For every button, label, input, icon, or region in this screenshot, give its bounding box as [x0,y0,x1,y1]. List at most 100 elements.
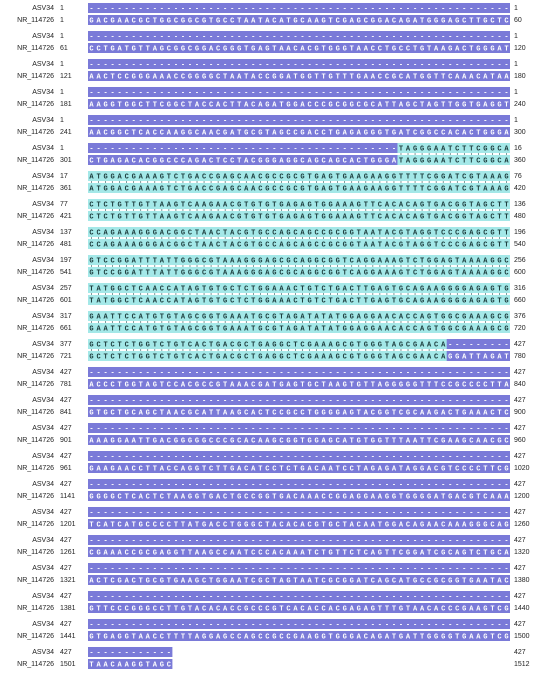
seq-end: 376 [514,313,526,320]
seq-start: 77 [60,201,68,208]
seq-start: 541 [60,269,72,276]
seq-name: NR_114726 [17,73,54,80]
seq-start: 137 [60,229,72,236]
seq-name: NR_114726 [17,381,54,388]
seq-name: NR_114726 [17,325,54,332]
seq-start: 781 [60,381,72,388]
seq-start: 121 [60,73,72,80]
seq-name: ASV34 [32,425,54,432]
sequence-aligned: GCTCTCTGGTCTGTCACTGACGCTGAGGCTCGAAAGCGTG… [89,341,508,349]
seq-end: 360 [514,157,526,164]
seq-end: 1 [514,33,518,40]
seq-name: ASV34 [32,313,54,320]
seq-end: 427 [514,509,526,516]
sequence-aligned: GCTCTCTGGTCTGTCACTGACGCTGAGGCTCGAAAGCGTG… [89,353,508,361]
seq-start: 1 [60,117,64,124]
seq-bar [88,15,510,25]
seq-start: 721 [60,353,72,360]
seq-end: 840 [514,381,526,388]
seq-start: 427 [60,537,72,544]
seq-end: 1380 [514,577,530,584]
seq-end: 427 [514,481,526,488]
seq-bar [88,71,510,81]
seq-start: 1 [60,33,64,40]
seq-end: 1 [514,89,518,96]
seq-start: 1501 [60,661,76,668]
seq-end: 1260 [514,521,530,528]
aligned-region [88,211,510,221]
seq-start: 17 [60,173,68,180]
seq-bar [88,619,510,629]
aligned-region [88,323,510,333]
seq-bar [88,575,510,585]
seq-name: ASV34 [32,5,54,12]
seq-start: 661 [60,325,72,332]
seq-start: 1141 [60,493,75,500]
seq-end: 316 [514,285,526,292]
seq-bar [88,491,510,501]
seq-start: 901 [60,437,72,444]
seq-name: ASV34 [32,621,54,628]
seq-start: 427 [60,621,72,628]
seq-end: 1440 [514,605,530,612]
seq-end: 600 [514,269,526,276]
seq-name: NR_114726 [17,493,54,500]
seq-name: NR_114726 [17,633,54,640]
seq-end: 1200 [514,493,530,500]
seq-start: 257 [60,285,72,292]
seq-start: 361 [60,185,72,192]
seq-name: NR_114726 [17,577,54,584]
seq-start: 301 [60,157,72,164]
seq-end: 16 [514,145,522,152]
seq-start: 841 [60,409,72,416]
seq-start: 481 [60,241,72,248]
seq-bar [88,451,510,461]
seq-end: 76 [514,173,522,180]
seq-start: 1 [60,17,64,24]
seq-name: ASV34 [32,285,54,292]
seq-bar [88,395,510,405]
aligned-region [88,283,510,293]
seq-name: NR_114726 [17,101,54,108]
seq-name: NR_114726 [17,297,54,304]
seq-name: NR_114726 [17,661,54,668]
seq-bar [88,99,510,109]
seq-start: 1321 [60,577,76,584]
seq-bar [88,379,510,389]
seq-name: ASV34 [32,257,54,264]
seq-end: 720 [514,325,526,332]
seq-name: NR_114726 [17,185,54,192]
seq-end: 180 [514,73,526,80]
seq-end: 427 [514,397,526,404]
seq-end: 540 [514,241,526,248]
seq-name: ASV34 [32,537,54,544]
seq-start: 1 [60,145,64,152]
seq-name: ASV34 [32,61,54,68]
seq-end: 427 [514,621,526,628]
seq-name: NR_114726 [17,521,54,528]
seq-name: ASV34 [32,33,54,40]
seq-start: 317 [60,313,72,320]
seq-name: ASV34 [32,593,54,600]
seq-name: ASV34 [32,89,54,96]
seq-name: NR_114726 [17,213,54,220]
aligned-region [88,199,510,209]
seq-bar [88,143,510,153]
seq-start: 1 [60,61,64,68]
aligned-region [88,351,447,361]
seq-start: 1381 [60,605,76,612]
seq-start: 61 [60,45,68,52]
aligned-region [397,155,510,165]
seq-bar [88,647,173,657]
seq-name: ASV34 [32,649,54,656]
seq-name: ASV34 [32,453,54,460]
seq-bar [88,3,510,13]
seq-name: ASV34 [32,341,54,348]
seq-end: 60 [514,17,522,24]
seq-bar [88,603,510,613]
seq-bar [88,519,510,529]
seq-start: 241 [60,129,72,136]
seq-name: ASV34 [32,481,54,488]
seq-end: 660 [514,297,526,304]
